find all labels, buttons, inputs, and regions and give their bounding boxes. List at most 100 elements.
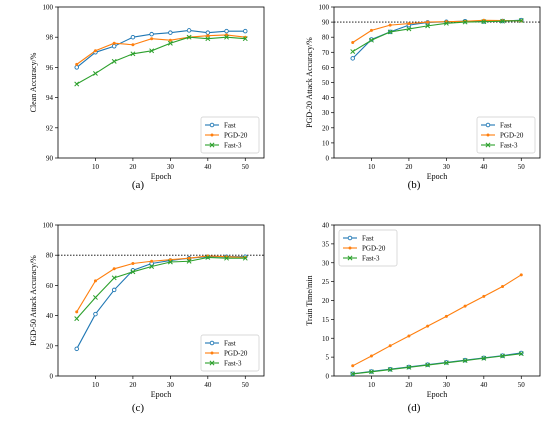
y-tick-label: 0 [326, 373, 330, 381]
data-point [186, 258, 192, 264]
data-point [407, 22, 411, 26]
legend-marker [486, 133, 490, 137]
data-point [425, 362, 431, 368]
legend-marker [485, 122, 491, 128]
data-point [462, 358, 468, 363]
series-line [352, 20, 522, 53]
series-fast [350, 350, 524, 376]
y-tick-label: 35 [322, 240, 330, 248]
data-point [168, 30, 173, 35]
y-tick-label: 40 [46, 312, 54, 320]
y-axis-label: Clean Accuracy/% [29, 52, 38, 112]
series-line [76, 255, 246, 313]
y-tick-label: 80 [46, 252, 54, 260]
data-point [426, 20, 430, 24]
y-tick-label: 100 [319, 4, 330, 12]
legend-entry: Fast-3 [224, 360, 242, 368]
data-point [388, 344, 392, 348]
data-point [351, 40, 355, 44]
data-point [93, 70, 98, 76]
data-point [501, 285, 505, 289]
y-tick-label: 5 [326, 354, 330, 362]
data-point [443, 20, 449, 26]
legend-marker [210, 133, 214, 137]
data-point [369, 354, 373, 358]
legend-marker [348, 246, 352, 250]
data-point [168, 38, 172, 42]
panel-label: (d) [408, 402, 421, 414]
legend-marker [209, 142, 215, 148]
data-point [130, 269, 136, 275]
x-tick-label: 10 [92, 381, 100, 389]
legend-marker [210, 351, 214, 355]
data-point [130, 34, 136, 40]
panel-label: (b) [408, 179, 421, 191]
x-tick-label: 50 [518, 163, 526, 171]
series-line [352, 19, 522, 59]
y-tick-label: 30 [322, 259, 330, 267]
x-tick-label: 30 [167, 163, 175, 171]
legend-box [200, 116, 260, 154]
data-point [111, 275, 117, 281]
data-point [518, 351, 524, 357]
series-line [76, 29, 246, 68]
y-tick-label: 15 [322, 316, 330, 324]
legend-marker [485, 142, 491, 148]
series-fast [74, 28, 248, 70]
legend-marker [347, 235, 353, 241]
x-tick-label: 40 [480, 381, 488, 389]
data-point [168, 258, 172, 262]
x-tick-label: 50 [518, 381, 526, 389]
legend-entry: Fast [500, 122, 512, 130]
data-point [149, 264, 155, 269]
legend-entry: Fast-3 [500, 142, 518, 150]
y-tick-label: 10 [322, 335, 330, 343]
x-tick-label: 40 [204, 381, 212, 389]
legend-entry: PGD-20 [224, 350, 248, 358]
legend-box [200, 334, 260, 372]
y-tick-label: 100 [43, 222, 54, 230]
data-point [407, 334, 411, 338]
data-point [74, 316, 80, 322]
data-point [369, 28, 373, 32]
data-point [93, 49, 97, 53]
x-tick-label: 20 [405, 163, 413, 171]
y-tick-label: 70 [322, 49, 330, 57]
y-tick-label: 25 [322, 278, 330, 286]
data-point [350, 49, 356, 54]
data-point [242, 36, 248, 42]
y-tick-label: 20 [322, 124, 330, 132]
y-tick-label: 90 [322, 19, 330, 27]
series-line [76, 34, 246, 65]
data-point [205, 255, 211, 260]
data-point [167, 40, 173, 46]
legend-entry: Fast [224, 340, 236, 348]
data-point [242, 255, 248, 261]
x-tick-label: 20 [129, 163, 137, 171]
plot-frame [57, 6, 265, 159]
legend-entry: PGD-20 [362, 245, 386, 253]
data-point [186, 28, 192, 33]
y-tick-label: 0 [326, 155, 330, 163]
series-fast-3 [74, 255, 248, 322]
x-tick-label: 40 [480, 163, 488, 171]
x-tick-label: 30 [167, 381, 175, 389]
data-point [149, 31, 154, 37]
panel-a: 10 20 30 40 50 90 92 94 96 98 100 Epoch Clean Accura… [29, 4, 265, 191]
y-axis-label: PGD-20 Attack Accuracy/% [305, 37, 314, 128]
legend-marker [209, 122, 215, 128]
x-tick-label: 50 [242, 381, 250, 389]
data-point [75, 310, 79, 314]
y-tick-label: 0 [50, 373, 54, 381]
data-point [131, 43, 135, 47]
series-fast-3 [350, 18, 524, 54]
data-point [350, 371, 356, 377]
legend-entry: Fast-3 [362, 255, 380, 263]
legend-entry: Fast-3 [224, 142, 242, 150]
data-point [481, 355, 487, 361]
data-point [206, 34, 210, 38]
data-point [351, 364, 355, 368]
series-pgd-20 [351, 273, 523, 368]
x-tick-label: 50 [242, 163, 250, 171]
data-point [224, 28, 229, 34]
